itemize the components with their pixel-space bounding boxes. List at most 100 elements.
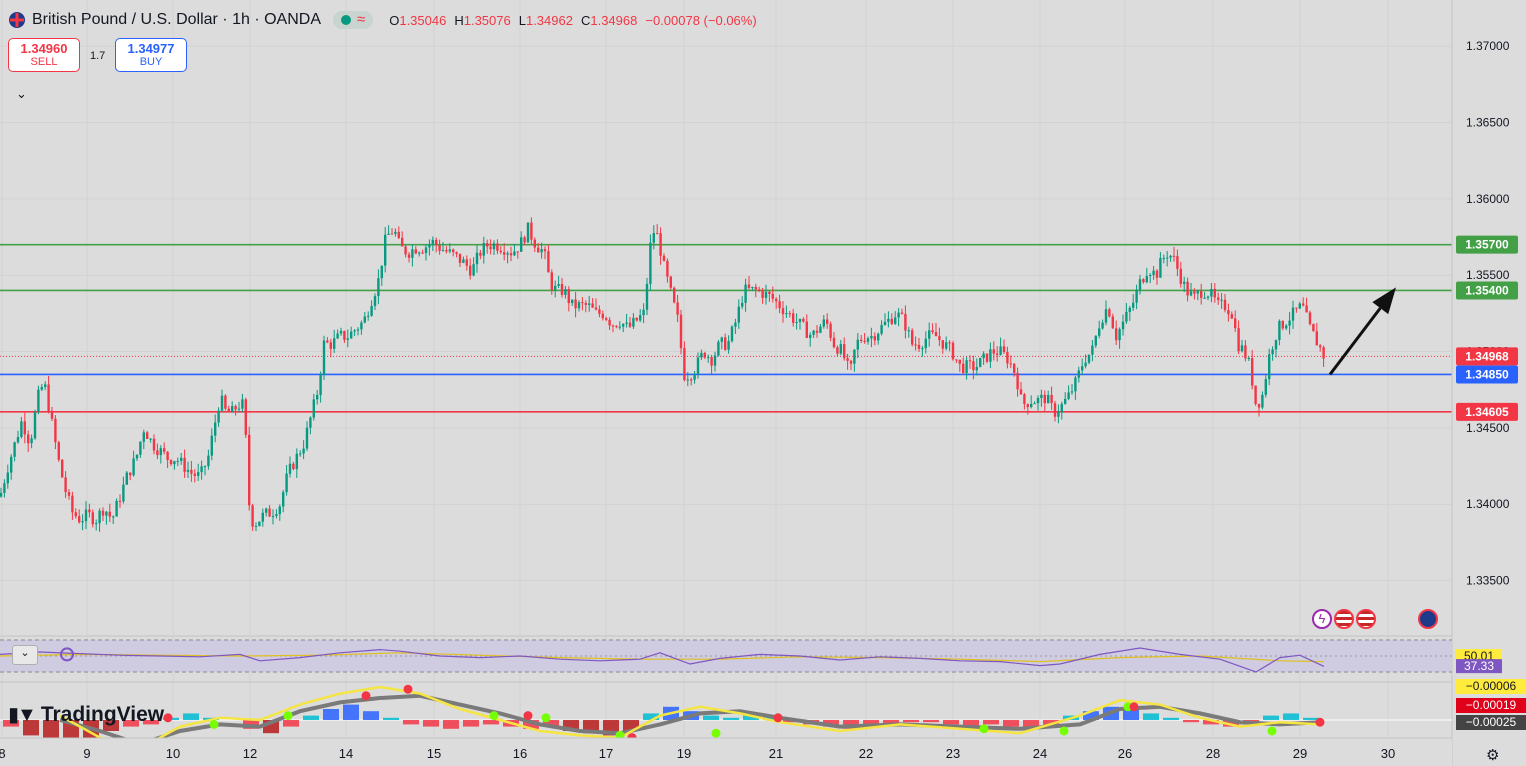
candle-body <box>1125 311 1128 322</box>
candle-body <box>1081 366 1084 371</box>
rsi-pane <box>0 635 1452 673</box>
candle-body <box>231 406 234 413</box>
price-tick-label: 1.34000 <box>1466 497 1510 511</box>
macd-value-label: −0.00006 <box>1466 679 1517 693</box>
buy-button[interactable]: 1.34977 BUY <box>115 38 187 72</box>
candle-body <box>564 289 567 295</box>
candle-body <box>452 249 455 253</box>
candle-body <box>1251 358 1254 386</box>
candle-body <box>1196 291 1199 294</box>
candle-body <box>91 512 94 525</box>
us-flag-event-icon-2[interactable] <box>1356 609 1376 629</box>
candle-body <box>1176 256 1179 269</box>
candle-body <box>367 315 370 317</box>
candle-body <box>795 321 798 323</box>
candle-body <box>968 360 972 362</box>
candle-body <box>887 318 890 322</box>
candle-body <box>700 352 703 358</box>
macd-cross-dot <box>1129 702 1139 712</box>
candle-body <box>251 505 254 527</box>
candle-body <box>948 342 951 344</box>
candle-body <box>894 317 897 324</box>
level-label-bg <box>1456 281 1518 300</box>
candle-body <box>870 336 873 339</box>
candle-body <box>1138 279 1142 290</box>
candle-body <box>295 453 298 470</box>
macd-cross-dot <box>209 719 219 729</box>
candle-body <box>805 321 808 338</box>
candle-body <box>1189 291 1193 296</box>
candle-body <box>142 432 145 442</box>
candle-body <box>1223 299 1227 310</box>
symbol-title[interactable]: British Pound / U.S. Dollar · 1h · OANDA <box>32 11 321 28</box>
candle-body <box>329 342 332 349</box>
symbol-flag-icon[interactable] <box>8 11 26 29</box>
candle-body <box>1047 394 1050 404</box>
spread-value: 1.7 <box>90 50 106 62</box>
candle-body <box>645 283 649 310</box>
candle-body <box>972 361 975 371</box>
tradingview-logo[interactable]: ▮▼ TradingView <box>8 702 165 727</box>
us-flag-event-icon[interactable] <box>1334 609 1354 629</box>
candle-body <box>125 472 128 485</box>
candle-body <box>122 484 125 502</box>
candle-body <box>363 316 366 323</box>
candle-body <box>462 259 465 263</box>
candle-body <box>676 302 679 315</box>
candle-body <box>387 233 390 235</box>
market-status[interactable]: ≈ <box>332 11 374 29</box>
candle-body <box>326 340 329 343</box>
level-label: 1.35400 <box>1465 283 1509 297</box>
rsi-ma-line <box>0 652 1325 663</box>
candle-body <box>707 356 710 358</box>
candle-body <box>999 346 1002 355</box>
time-tick-label: 15 <box>427 746 441 761</box>
candle-body <box>23 421 26 435</box>
candle-body <box>258 521 261 526</box>
candle-body <box>832 337 836 348</box>
macd-bar <box>723 717 739 720</box>
candle-body <box>278 506 281 515</box>
macd-bar <box>423 720 439 727</box>
candle-body <box>917 344 921 349</box>
candle-body <box>1200 291 1203 298</box>
candle-body <box>941 340 944 349</box>
candle-body <box>506 253 509 255</box>
macd-bar <box>943 720 959 725</box>
candle-body <box>1070 391 1074 393</box>
macd-bar <box>563 720 579 731</box>
candle-body <box>1064 398 1067 404</box>
candle-body <box>741 302 744 307</box>
candle-body <box>737 306 740 323</box>
candle-body <box>84 509 88 522</box>
candle-body <box>1135 289 1138 303</box>
macd-cross-dot <box>541 713 551 723</box>
macd-cross-dot <box>523 711 533 721</box>
candle-body <box>224 395 227 409</box>
chevron-down-icon[interactable]: ⌄ <box>16 86 27 101</box>
candle-body <box>1206 296 1210 298</box>
candle-body <box>146 432 149 439</box>
lightning-event-icon[interactable]: ϟ <box>1312 609 1332 629</box>
candle-body <box>135 454 139 459</box>
macd-bar <box>1223 720 1239 727</box>
last-price-label-bg <box>1456 347 1518 366</box>
level-label: 1.34605 <box>1465 405 1509 419</box>
candle-body <box>611 325 615 327</box>
candle-body <box>979 357 982 368</box>
candle-body <box>996 353 999 355</box>
gear-icon[interactable]: ⚙ <box>1486 747 1500 764</box>
candle-body <box>632 317 635 327</box>
candle-body <box>428 244 431 248</box>
candle-body <box>302 448 305 454</box>
level-label-bg <box>1456 402 1518 421</box>
last-price-label: 1.34968 <box>1465 349 1509 363</box>
arrow-shaft <box>1328 307 1382 376</box>
pane-collapse-icon[interactable]: ⌄ <box>12 645 38 665</box>
uk-flag-event-icon[interactable] <box>1418 609 1438 629</box>
candle-body <box>734 322 737 327</box>
sell-button[interactable]: 1.34960 SELL <box>8 38 80 72</box>
candle-body <box>479 252 482 256</box>
candle-body <box>268 508 271 517</box>
